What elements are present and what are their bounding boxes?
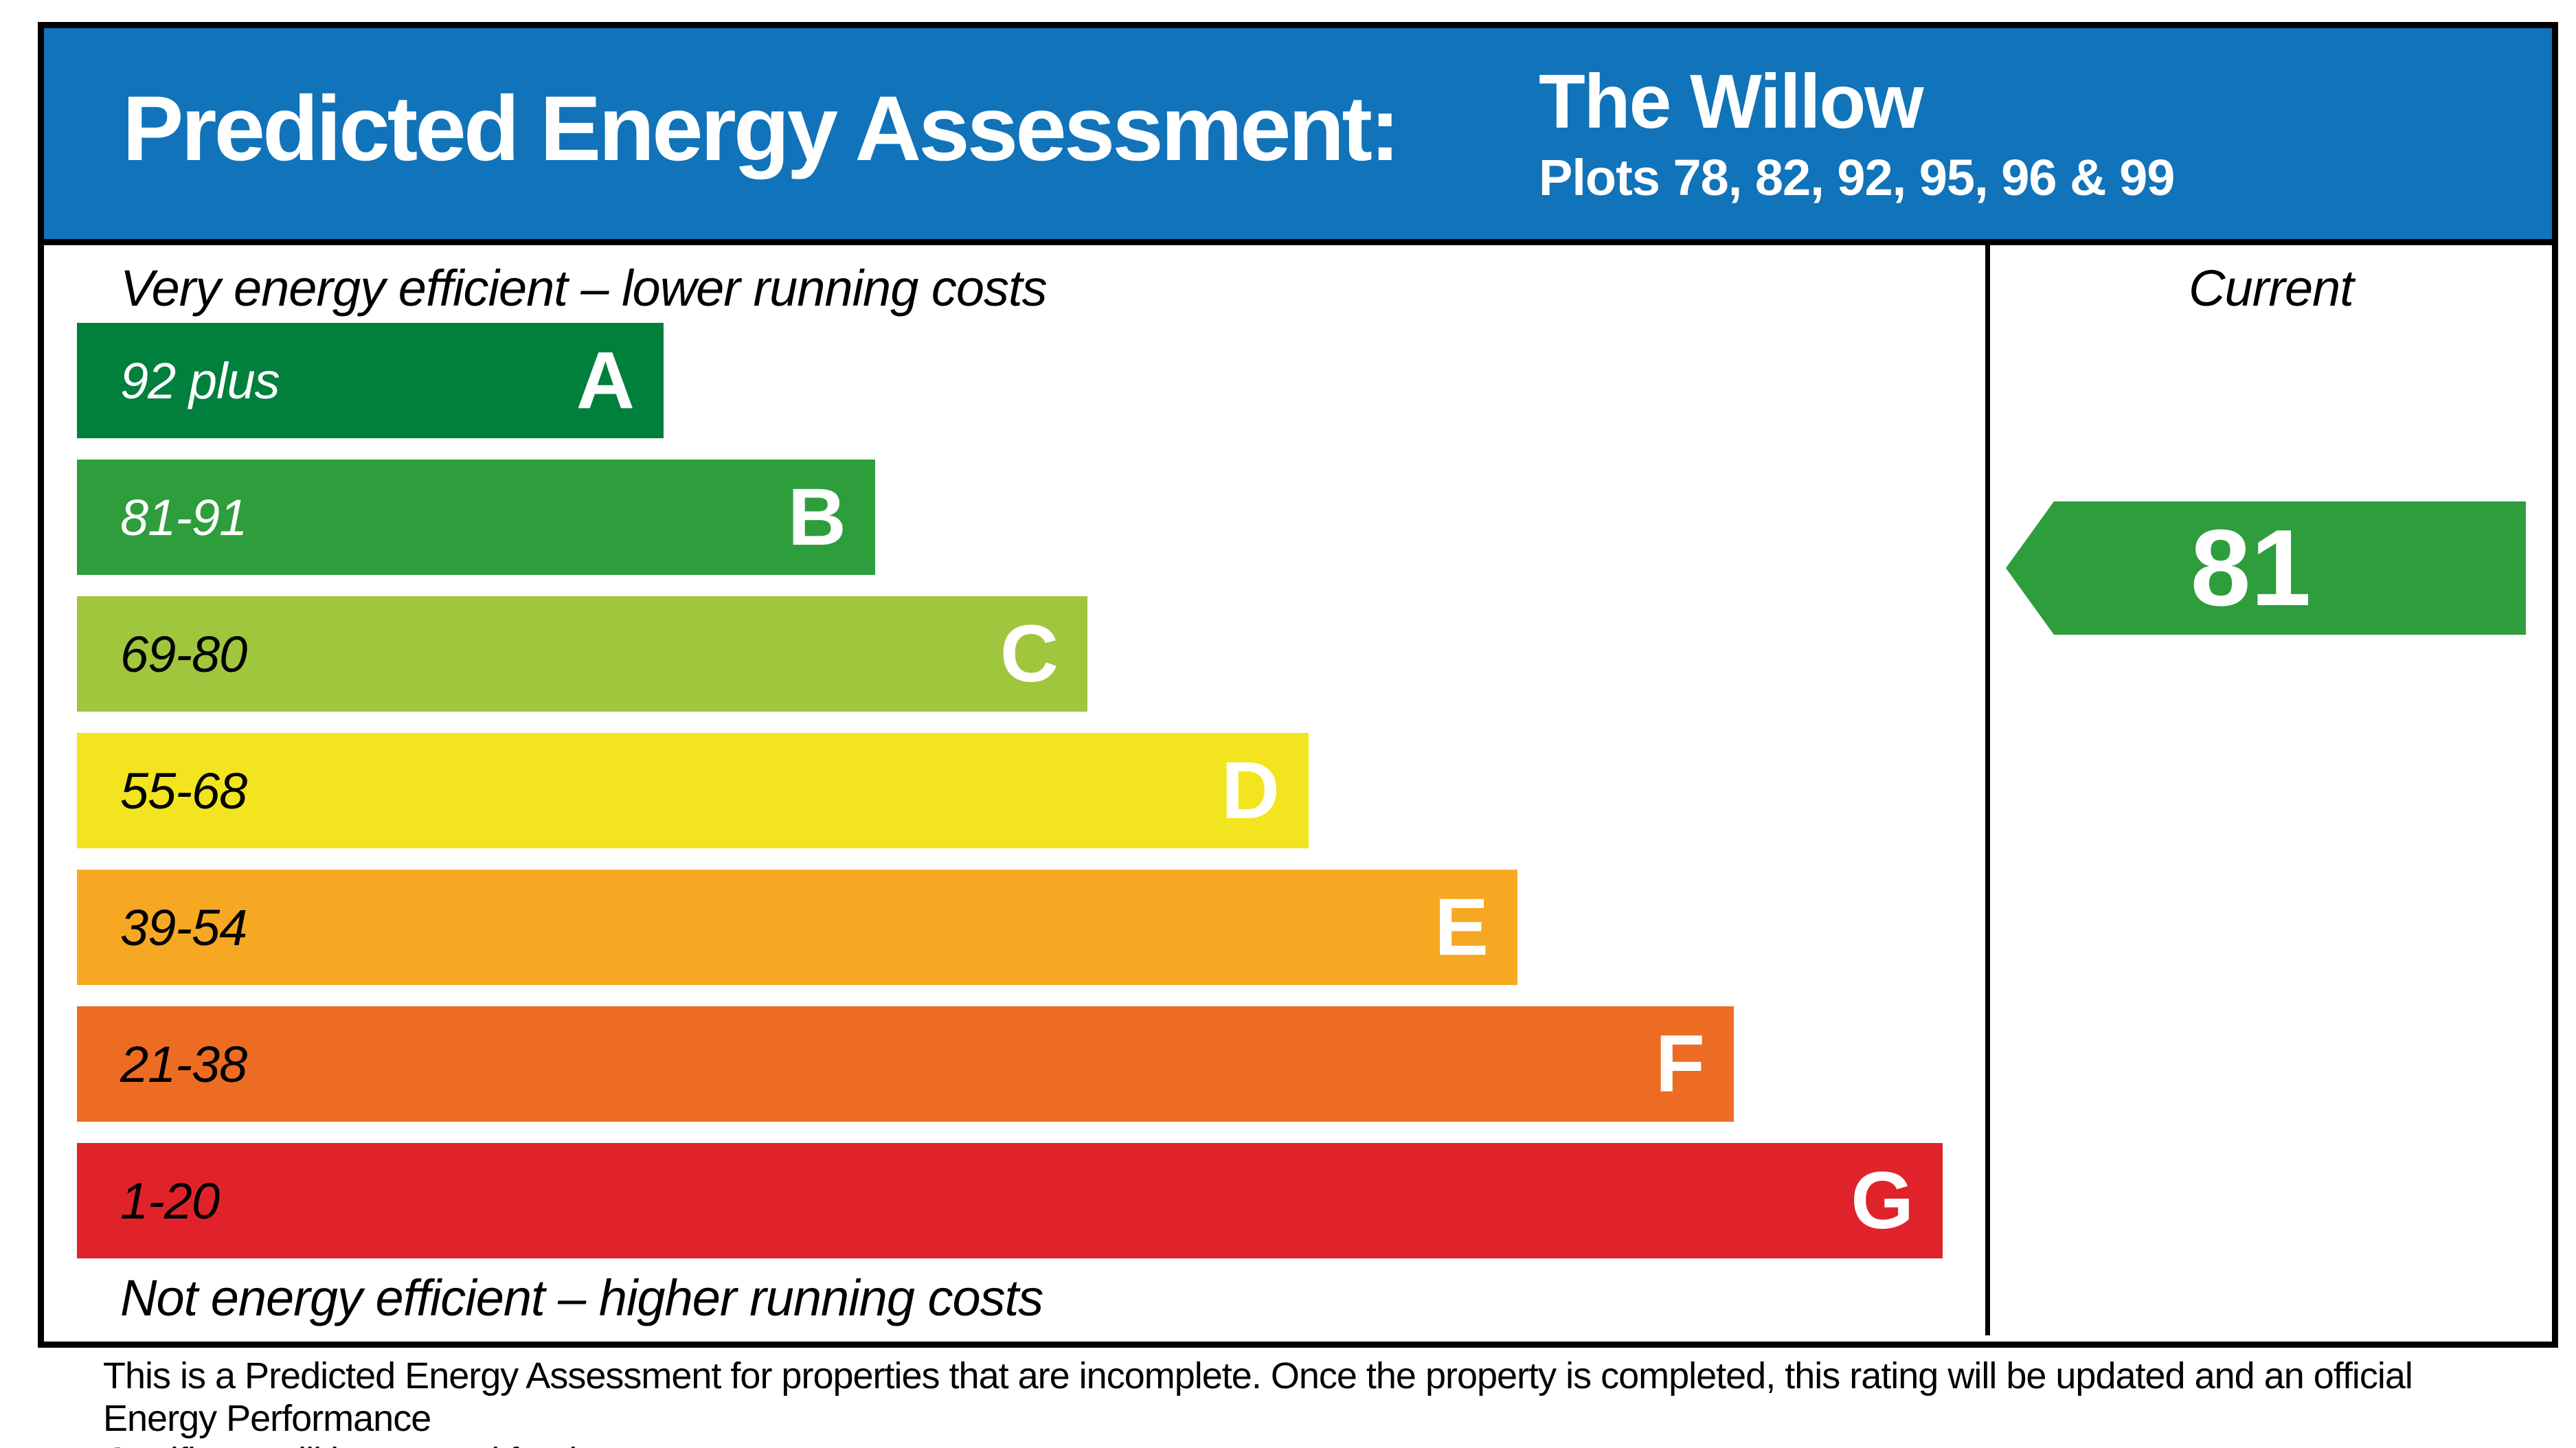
property-info: The Willow Plots 78, 82, 92, 95, 96 & 99 <box>1539 59 2175 206</box>
band-letter: B <box>787 472 846 563</box>
band-bar: 39-54 E <box>77 870 1517 985</box>
epc-header: Predicted Energy Assessment: The Willow … <box>44 28 2552 245</box>
property-plots: Plots 78, 82, 92, 95, 96 & 99 <box>1539 149 2175 206</box>
band-letter: C <box>999 609 1059 699</box>
bottom-caption: Not energy efficient – higher running co… <box>120 1269 1043 1326</box>
band-bar: 92 plus A <box>77 323 664 438</box>
band-bar: 1-20 G <box>77 1143 1943 1258</box>
band-bar: 69-80 C <box>77 596 1087 712</box>
top-caption: Very energy efficient – lower running co… <box>120 260 1048 317</box>
property-name: The Willow <box>1539 59 1924 144</box>
band-range-label: 55-68 <box>120 762 247 819</box>
band-range-label: 92 plus <box>120 352 280 409</box>
band-row: 39-54 E <box>77 870 2000 985</box>
footnote-line-1: This is a Predicted Energy Assessment fo… <box>103 1355 2413 1439</box>
band-letter: E <box>1434 882 1489 973</box>
footnote-line-2: Certificate will be created for the prop… <box>103 1440 2521 1448</box>
band-row: 55-68 D <box>77 733 2000 848</box>
band-bar: 21-38 F <box>77 1006 1734 1122</box>
band-row: 92 plus A <box>77 323 2000 438</box>
band-letter: D <box>1221 745 1280 836</box>
band-row: 21-38 F <box>77 1006 2000 1122</box>
band-bar: 81-91 B <box>77 460 875 575</box>
band-range-label: 69-80 <box>120 625 247 683</box>
band-row: 1-20 G <box>77 1143 2000 1258</box>
band-range-label: 21-38 <box>120 1035 247 1093</box>
band-range-label: 81-91 <box>120 488 247 546</box>
band-range-label: 39-54 <box>120 898 247 956</box>
current-rating-value: 81 <box>2190 508 2312 629</box>
band-letter: F <box>1655 1019 1705 1109</box>
band-bar: 55-68 D <box>77 733 1309 848</box>
page-title: Predicted Energy Assessment: <box>122 78 1401 180</box>
band-range-label: 1-20 <box>120 1172 220 1230</box>
footnote: This is a Predicted Energy Assessment fo… <box>103 1355 2521 1448</box>
band-row: 81-91 B <box>77 460 2000 575</box>
current-column-divider <box>1985 245 1990 1335</box>
epc-chart-box: Predicted Energy Assessment: The Willow … <box>38 22 2558 1348</box>
band-row: 69-80 C <box>77 596 2000 712</box>
current-rating-arrow: 81 <box>2006 501 2526 635</box>
current-column-header: Current <box>2189 260 2354 317</box>
band-letter: G <box>1851 1155 1914 1246</box>
band-letter: A <box>576 335 635 426</box>
